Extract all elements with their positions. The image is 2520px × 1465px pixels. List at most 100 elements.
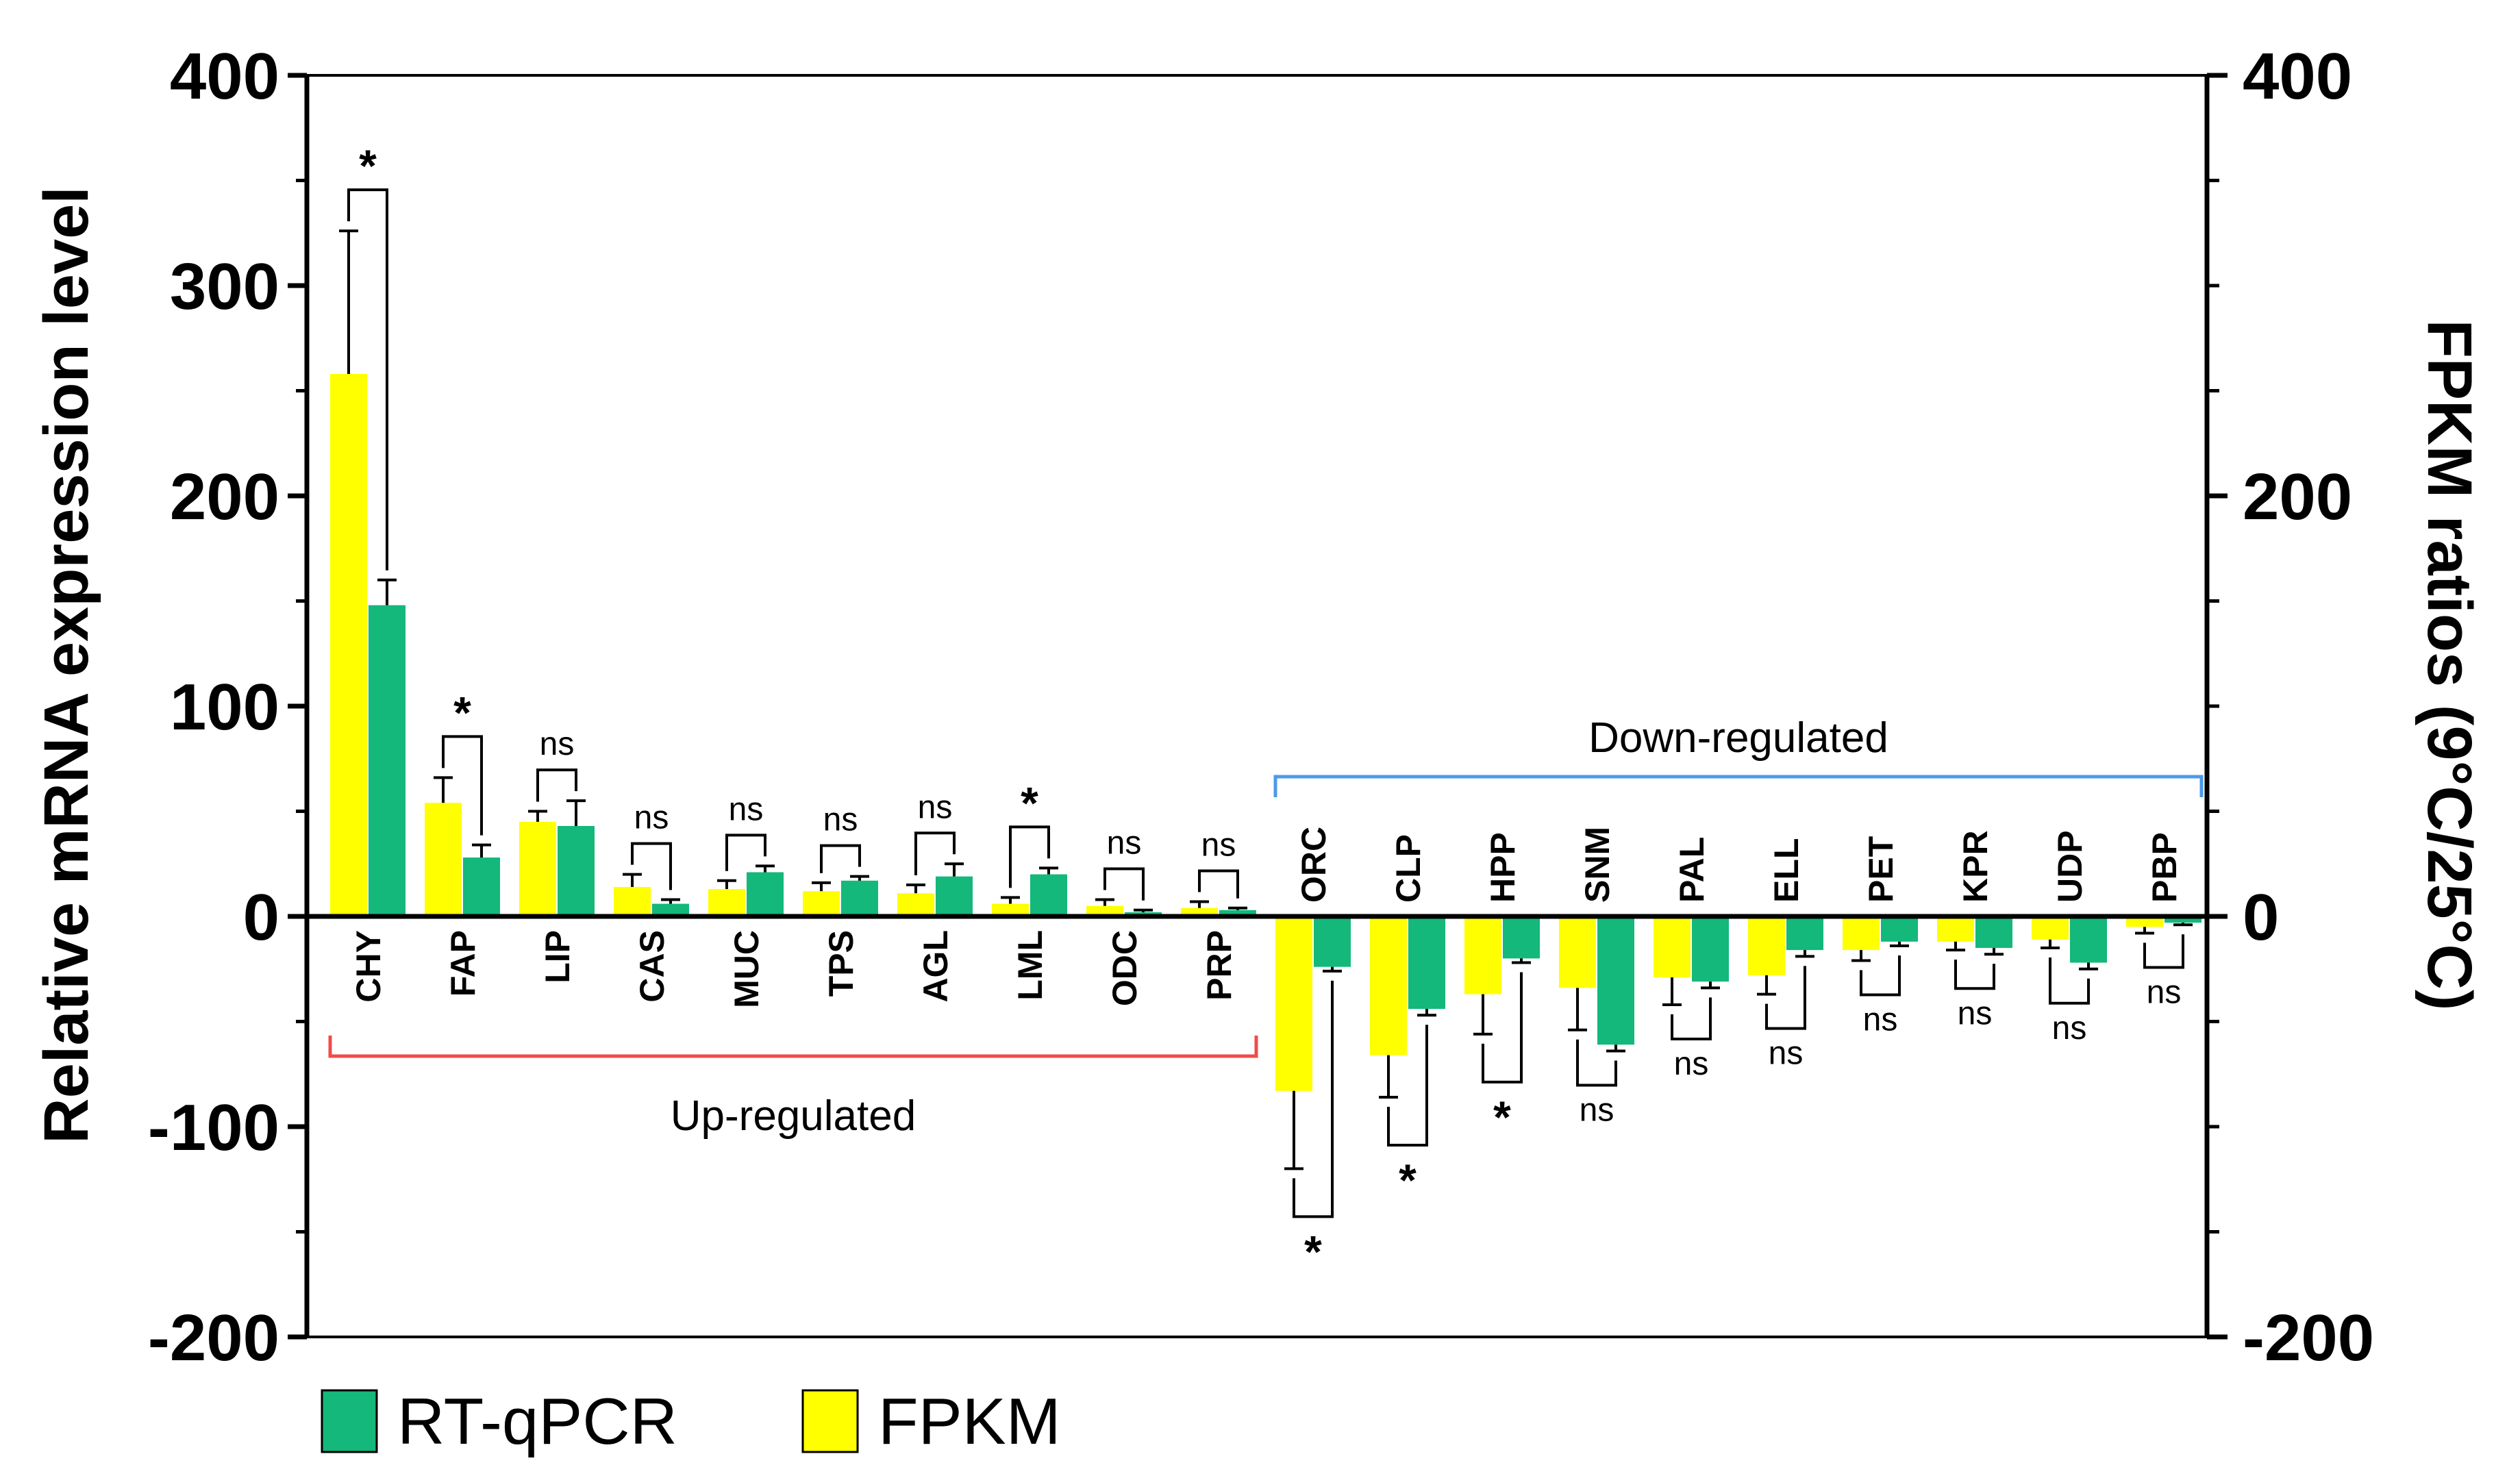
right-y-axis-title: FPKM ratios (9°C/25°C)	[2415, 319, 2484, 1010]
bar-fpkm-snm	[1559, 916, 1596, 988]
significance-bracket-orc	[1293, 980, 1334, 1218]
bar-rtqpcr-kpr	[1975, 916, 2012, 949]
category-label-kpr: KPR	[1956, 830, 1995, 903]
significance-label-ell: ns	[1769, 1036, 1804, 1072]
category-label-orc: ORC	[1295, 827, 1333, 903]
bar-fpkm-cas	[614, 887, 651, 916]
bar-rtqpcr-prp	[1219, 910, 1256, 916]
significance-bracket-lml	[1009, 825, 1050, 888]
significance-bracket-pbp	[2143, 934, 2184, 969]
significance-bracket-clp	[1387, 1025, 1428, 1147]
significance-label-pet: ns	[1863, 1001, 1898, 1038]
significance-label-orc: *	[1304, 1226, 1322, 1277]
legend-label-fpkm: FPKM	[878, 1385, 1061, 1458]
significance-label-agl: ns	[918, 789, 953, 825]
bar-fpkm-pet	[1843, 916, 1880, 951]
left-y-tick-label: 100	[170, 671, 279, 744]
bar-fpkm-lml	[992, 903, 1029, 916]
category-label-odc: ODC	[1106, 930, 1144, 1006]
category-label-muc: MUC	[727, 930, 766, 1008]
significance-label-chy: *	[359, 140, 377, 191]
significance-bracket-hpp	[1482, 972, 1523, 1084]
category-label-agl: AGL	[916, 930, 955, 1003]
significance-bracket-ell	[1765, 966, 1806, 1030]
bar-rtqpcr-ell	[1786, 916, 1823, 951]
significance-label-cas: ns	[634, 800, 669, 836]
significance-bracket-pal	[1671, 997, 1712, 1040]
bar-rtqpcr-lml	[1030, 874, 1067, 916]
bar-rtqpcr-fap	[463, 857, 500, 916]
significance-label-fap: *	[453, 687, 471, 738]
significance-label-odc: ns	[1107, 825, 1142, 861]
category-label-pet: PET	[1862, 836, 1900, 903]
category-label-udp: UDP	[2051, 830, 2089, 903]
significance-label-kpr: ns	[1958, 995, 1993, 1031]
bar-rtqpcr-tps	[841, 880, 878, 916]
bar-fpkm-chy	[330, 373, 367, 916]
significance-label-clp: *	[1399, 1155, 1417, 1205]
significance-bracket-agl	[914, 831, 956, 875]
bar-fpkm-odc	[1086, 905, 1123, 916]
left-y-tick-label: -200	[148, 1301, 279, 1375]
significance-label-pal: ns	[1674, 1046, 1709, 1082]
significance-bracket-kpr	[1954, 960, 1995, 990]
category-label-lip: LIP	[538, 930, 577, 984]
significance-bracket-tps	[820, 844, 861, 873]
significance-bracket-pet	[1860, 955, 1901, 997]
error-bars	[339, 229, 2193, 1170]
legend-swatch-rt-qpcr	[321, 1389, 378, 1453]
bar-fpkm-tps	[803, 891, 840, 916]
axes: -200 -100 0 100 200 300 400 -200 0 200 400 Relative…	[32, 40, 2484, 1375]
left-y-tick-label: 0	[243, 881, 279, 954]
significance-annotations: * * ns ns ns ns ns * ns ns * * * ns ns ns ns ns ns ns	[347, 140, 2184, 1277]
chart-bars	[330, 373, 2201, 1091]
bar-rtqpcr-cas	[652, 903, 689, 916]
significance-label-hpp: *	[1493, 1092, 1511, 1142]
bar-rtqpcr-snm	[1597, 916, 1634, 1045]
significance-bracket-prp	[1198, 869, 1239, 899]
category-label-hpp: HPP	[1484, 832, 1522, 903]
significance-bracket-cas	[631, 842, 672, 890]
bar-rtqpcr-udp	[2070, 916, 2107, 963]
bar-fpkm-pbp	[2126, 916, 2163, 927]
bar-rtqpcr-muc	[747, 872, 784, 916]
category-label-ell: ELL	[1767, 838, 1806, 903]
significance-label-snm: ns	[1580, 1092, 1614, 1128]
right-y-tick-label: 400	[2243, 40, 2352, 113]
bar-rtqpcr-hpp	[1503, 916, 1540, 959]
bar-fpkm-lip	[519, 821, 556, 916]
category-label-pal: PAL	[1673, 837, 1711, 903]
significance-label-prp: ns	[1201, 827, 1236, 864]
significance-label-muc: ns	[729, 791, 764, 827]
legend-label-rt-qpcr: RT-qPCR	[397, 1385, 677, 1458]
legend-swatch-fpkm	[801, 1389, 859, 1453]
significance-label-udp: ns	[2052, 1010, 2087, 1047]
bar-fpkm-muc	[708, 889, 745, 916]
category-label-prp: PRP	[1200, 930, 1238, 1001]
bar-rtqpcr-clp	[1408, 916, 1445, 1010]
significance-bracket-odc	[1103, 867, 1145, 901]
bar-fpkm-pal	[1654, 916, 1691, 978]
bar-fpkm-kpr	[1937, 916, 1974, 942]
group-label-up-regulated: Up-regulated	[671, 1092, 916, 1140]
significance-label-lip: ns	[540, 726, 575, 762]
right-y-tick-label: -200	[2243, 1301, 2374, 1375]
left-y-axis-title: Relative mRNA expression level	[32, 186, 101, 1144]
significance-label-pbp: ns	[2147, 975, 2182, 1011]
left-y-tick-label: 400	[170, 40, 279, 113]
bar-fpkm-hpp	[1464, 916, 1501, 994]
bar-rtqpcr-pal	[1692, 916, 1729, 982]
category-label-tps: TPS	[822, 930, 860, 997]
bar-rtqpcr-chy	[369, 605, 406, 916]
right-y-tick-label: 0	[2243, 881, 2279, 954]
left-y-tick-label: 300	[170, 250, 279, 323]
group-bracket-down-regulated	[1273, 775, 2204, 797]
bar-rtqpcr-orc	[1314, 916, 1351, 967]
bar-fpkm-agl	[897, 893, 934, 916]
bar-rtqpcr-lip	[558, 825, 595, 916]
significance-bracket-udp	[2049, 957, 2090, 1005]
significance-bracket-snm	[1576, 1039, 1617, 1087]
left-y-tick-label: -100	[148, 1091, 279, 1164]
significance-bracket-muc	[725, 834, 766, 871]
